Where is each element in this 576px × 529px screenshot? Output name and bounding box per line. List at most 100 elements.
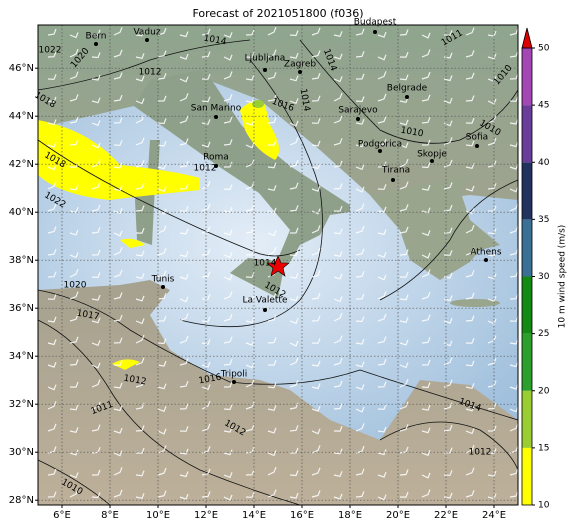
- wind-area: [112, 359, 140, 370]
- wind-barb: [509, 50, 519, 58]
- wind-barb: [245, 362, 255, 369]
- wind-barb: [311, 140, 321, 147]
- colorbar-segment: [522, 105, 532, 163]
- wind-barb: [421, 382, 431, 389]
- wind-barb: [91, 227, 101, 234]
- wind-barb: [157, 428, 167, 435]
- x-tick-label: 14°E: [242, 510, 266, 521]
- wind-barb: [157, 225, 167, 234]
- wind-barb: [421, 359, 431, 366]
- wind-barb: [113, 489, 123, 498]
- x-tick-label: 16°E: [290, 510, 314, 521]
- city-label: Bern: [86, 32, 107, 42]
- y-tick-label: 34°N: [9, 351, 34, 362]
- wind-barb: [509, 118, 519, 125]
- wind-barb: [509, 225, 519, 234]
- isobar-label: 1012: [194, 164, 217, 174]
- wind-barb: [69, 48, 79, 58]
- wind-barb: [289, 250, 299, 257]
- city-marker: [232, 380, 236, 384]
- wind-barb: [465, 315, 475, 322]
- wind-barb: [311, 445, 321, 454]
- wind-barb: [47, 119, 57, 126]
- wind-barb: [377, 404, 387, 410]
- wind-barb: [289, 379, 299, 388]
- wind-barb: [245, 272, 255, 278]
- wind-barb: [201, 28, 211, 36]
- wind-barb: [69, 32, 79, 39]
- colorbar-tick-label: 30: [538, 272, 550, 282]
- wind-barb: [201, 73, 211, 80]
- wind-barb: [245, 29, 255, 36]
- wind-barb: [509, 293, 519, 300]
- city-label: Roma: [203, 153, 229, 163]
- isobar-label: 1014: [254, 259, 277, 269]
- wind-barb: [179, 471, 189, 478]
- colorbar-label: 10 m wind speed (m/s): [558, 225, 568, 329]
- y-tick-label: 28°N: [9, 495, 34, 506]
- wind-barb: [509, 383, 519, 390]
- isobar: [379, 179, 519, 301]
- wind-barb: [509, 316, 519, 322]
- wind-barb: [69, 94, 79, 102]
- city-label: Tirana: [381, 166, 410, 176]
- y-tick-label: 30°N: [9, 447, 34, 458]
- wind-barb: [311, 405, 321, 412]
- wind-barb: [267, 185, 277, 191]
- wind-barb: [113, 247, 123, 256]
- wind-barb: [377, 449, 387, 456]
- x-tick-label: 24°E: [482, 510, 506, 521]
- wind-barb: [355, 141, 365, 148]
- map-title: Forecast of 2021051800 (f036): [192, 7, 363, 20]
- wind-barb: [113, 185, 123, 192]
- wind-barb: [157, 406, 167, 413]
- wind-barb: [465, 292, 475, 300]
- wind-barb: [201, 423, 211, 432]
- wind-barb: [311, 72, 321, 80]
- wind-barb: [47, 339, 57, 346]
- wind-barb: [487, 183, 497, 190]
- wind-barb: [223, 206, 233, 213]
- wind-barb: [201, 141, 211, 148]
- wind-barb: [91, 362, 101, 369]
- colorbar-segment: [522, 219, 532, 277]
- wind-barb: [289, 30, 299, 37]
- wind-barb: [91, 469, 101, 476]
- wind-barb: [223, 274, 233, 281]
- y-tick-label: 42°N: [9, 159, 34, 170]
- wind-barb: [355, 384, 365, 391]
- wind-barb: [245, 226, 255, 234]
- wind-barb: [245, 119, 255, 126]
- wind-barb: [223, 116, 233, 124]
- x-tick-label: 22°E: [434, 510, 458, 521]
- wind-barb: [179, 115, 189, 124]
- wind-barb: [333, 493, 343, 500]
- wind-barb: [443, 30, 453, 36]
- wind-barb: [465, 247, 475, 256]
- wind-barb: [399, 378, 409, 388]
- city-marker: [161, 285, 165, 289]
- wind-barb: [69, 488, 79, 498]
- wind-barb: [333, 403, 343, 410]
- city-marker: [214, 164, 218, 168]
- wind-barb: [47, 96, 57, 103]
- wind-barb: [113, 49, 123, 58]
- wind-barb: [399, 271, 409, 278]
- wind-barb: [487, 357, 497, 366]
- wind-barb: [47, 491, 57, 498]
- wind-barb: [179, 493, 189, 500]
- wind-barb: [113, 450, 123, 457]
- wind-barb: [311, 270, 321, 278]
- wind-barb: [113, 337, 123, 344]
- wind-barb: [465, 95, 475, 102]
- wind-barb: [157, 445, 167, 454]
- wind-barb: [377, 138, 387, 146]
- wind-barb: [311, 428, 321, 435]
- wind-barb: [179, 53, 189, 60]
- wind-barb: [333, 471, 343, 477]
- wind-barb: [465, 428, 475, 435]
- wind-barb: [135, 357, 145, 366]
- wind-barb: [311, 95, 321, 102]
- wind-barb: [421, 162, 431, 169]
- wind-barb: [113, 292, 123, 300]
